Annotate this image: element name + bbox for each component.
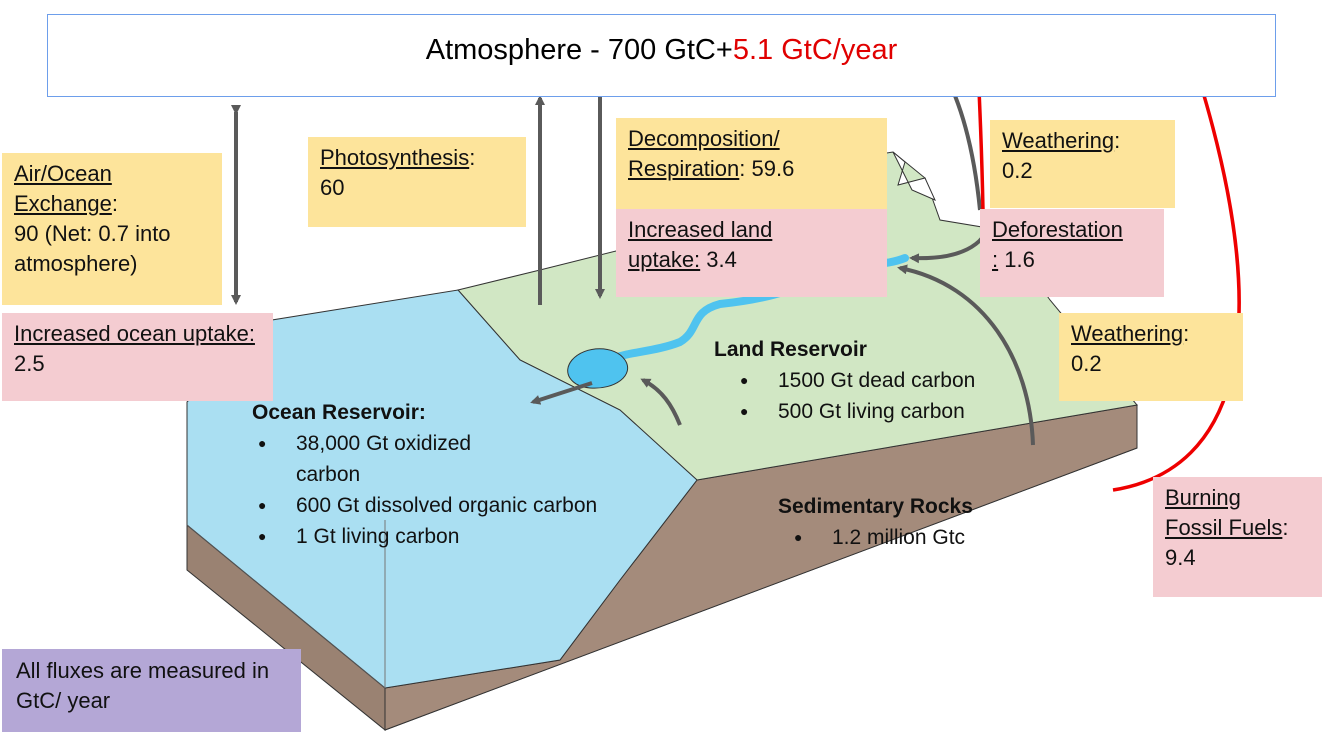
- land-reservoir-list: 1500 Gt dead carbon 500 Gt living carbon: [734, 365, 1044, 427]
- weathering-mid-value: 0.2: [1071, 351, 1102, 376]
- weathering-top-value: 0.2: [1002, 158, 1033, 183]
- land-uptake-value: 3.4: [700, 247, 737, 272]
- fossil-fuels-title-line1: Burning: [1165, 485, 1241, 510]
- weathering-top-sep: :: [1114, 128, 1121, 153]
- sedimentary-rocks-title: Sedimentary Rocks: [778, 495, 973, 518]
- decomposition-title-line2: Respiration: [628, 156, 740, 181]
- ocean-uptake-box: Increased ocean uptake: 2.5: [2, 313, 273, 401]
- photosynthesis-title: Photosynthesis: [320, 145, 470, 170]
- fossil-fuels-sep: :: [1282, 515, 1289, 540]
- weathering-mid-sep: :: [1183, 321, 1190, 346]
- weathering-top-title: Weathering: [1002, 128, 1115, 153]
- ocean-uptake-title: Increased ocean uptake:: [14, 321, 255, 346]
- units-note-text: All fluxes are measured in GtC/ year: [16, 658, 270, 713]
- lake-outflow-arrow: [530, 381, 593, 405]
- sedimentary-rocks-list: 1.2 million Gtc: [788, 522, 1078, 553]
- weathering-mid-title: Weathering: [1071, 321, 1184, 346]
- land-reservoir-label: Land Reservoir 1500 Gt dead carbon 500 G…: [714, 334, 1044, 427]
- land-uptake-box: Increased land uptake: 3.4: [616, 209, 887, 297]
- air-ocean-exchange-value: 90 (Net: 0.7 into atmosphere): [14, 221, 171, 276]
- units-note-box: All fluxes are measured in GtC/ year: [2, 649, 301, 732]
- fossil-fuels-box: Burning Fossil Fuels: 9.4: [1153, 477, 1322, 597]
- atmosphere-label: Atmosphere - 700 GtC+: [425, 34, 733, 66]
- cliff-edge: [892, 151, 936, 201]
- land-reservoir-title: Land Reservoir: [714, 338, 867, 361]
- land-uptake-title-line2: uptake:: [628, 247, 701, 272]
- weathering-mid-box: Weathering: 0.2: [1059, 313, 1243, 401]
- fossil-fuels-title-line2: Fossil Fuels: [1165, 515, 1283, 540]
- land-to-lake-arrow: [640, 378, 682, 426]
- atmosphere-box: Atmosphere - 700 GtC+5.1 GtC/year: [47, 14, 1276, 97]
- ocean-reservoir-list: 38,000 Gt oxidized carbon 600 Gt dissolv…: [252, 428, 632, 552]
- photosynthesis-value: 60: [320, 175, 345, 200]
- decomposition-title-line1: Decomposition/: [628, 126, 780, 151]
- land-reservoir-item: 1500 Gt dead carbon: [734, 365, 1044, 396]
- lake: [567, 348, 628, 389]
- ocean-reservoir-item: 1 Gt living carbon: [252, 521, 632, 552]
- deforestation-box: Deforestation : 1.6: [980, 209, 1164, 297]
- ocean-reservoir-item: 38,000 Gt oxidized carbon: [252, 428, 516, 490]
- sedimentary-rocks-item: 1.2 million Gtc: [788, 522, 1078, 553]
- deforestation-title: Deforestation: [992, 217, 1123, 242]
- decomposition-box: Decomposition/ Respiration: 59.6: [616, 118, 887, 210]
- land-uptake-title-line1: Increased land: [628, 217, 773, 242]
- air-ocean-exchange-box: Air/Ocean Exchange: 90 (Net: 0.7 into at…: [2, 153, 222, 305]
- deforestation-title-tail: :: [992, 247, 999, 272]
- land-reservoir-item: 500 Gt living carbon: [734, 396, 1044, 427]
- deforestation-value: 1.6: [998, 247, 1035, 272]
- weathering-top-box: Weathering: 0.2: [990, 120, 1175, 208]
- atmosphere-increase: 5.1 GtC/year: [732, 34, 898, 66]
- photosynthesis-box: Photosynthesis: 60: [308, 137, 526, 227]
- ocean-reservoir-label: Ocean Reservoir: 38,000 Gt oxidized carb…: [252, 397, 632, 552]
- air-ocean-exchange-title: Air/Ocean Exchange: [14, 161, 112, 216]
- block-front-edge: [186, 524, 386, 689]
- ocean-uptake-value: 2.5: [14, 351, 45, 376]
- ocean-reservoir-item: 600 Gt dissolved organic carbon: [252, 490, 606, 521]
- air-ocean-exchange-sep: :: [111, 191, 118, 216]
- decomposition-value: : 59.6: [739, 156, 795, 181]
- fossil-fuels-value: 9.4: [1165, 545, 1196, 570]
- sedimentary-rocks-label: Sedimentary Rocks 1.2 million Gtc: [778, 491, 1078, 553]
- ocean-reservoir-title: Ocean Reservoir:: [252, 401, 426, 424]
- photosynthesis-sep: :: [469, 145, 476, 170]
